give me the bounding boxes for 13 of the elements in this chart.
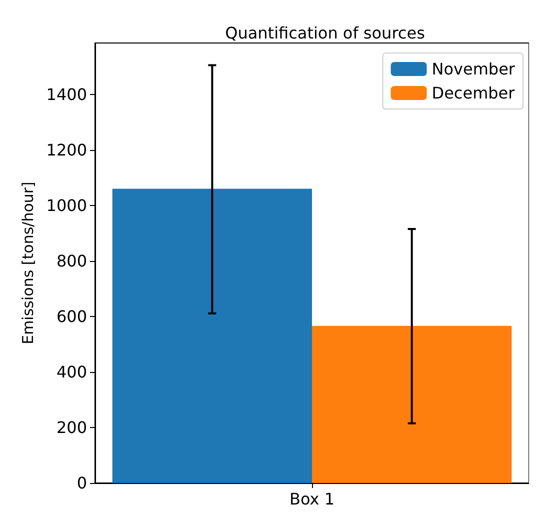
y-tick-label: 600 [56, 306, 87, 326]
y-axis-title: Emissions [tons/hour] [18, 182, 37, 344]
y-tick-label: 200 [56, 418, 87, 437]
x-tick-label: Box 1 [289, 490, 335, 508]
y-tick-label: 400 [56, 362, 87, 382]
y-tick-label: 800 [56, 251, 87, 270]
legend-label: November [432, 60, 516, 78]
y-tick-label: 1200 [46, 140, 87, 160]
legend-label: December [432, 84, 516, 102]
y-tick-label: 1000 [46, 196, 87, 215]
y-tick-label: 1400 [46, 84, 87, 104]
y-tick-label: 0 [76, 474, 87, 492]
chart-title: Quantification of sources [225, 24, 425, 42]
